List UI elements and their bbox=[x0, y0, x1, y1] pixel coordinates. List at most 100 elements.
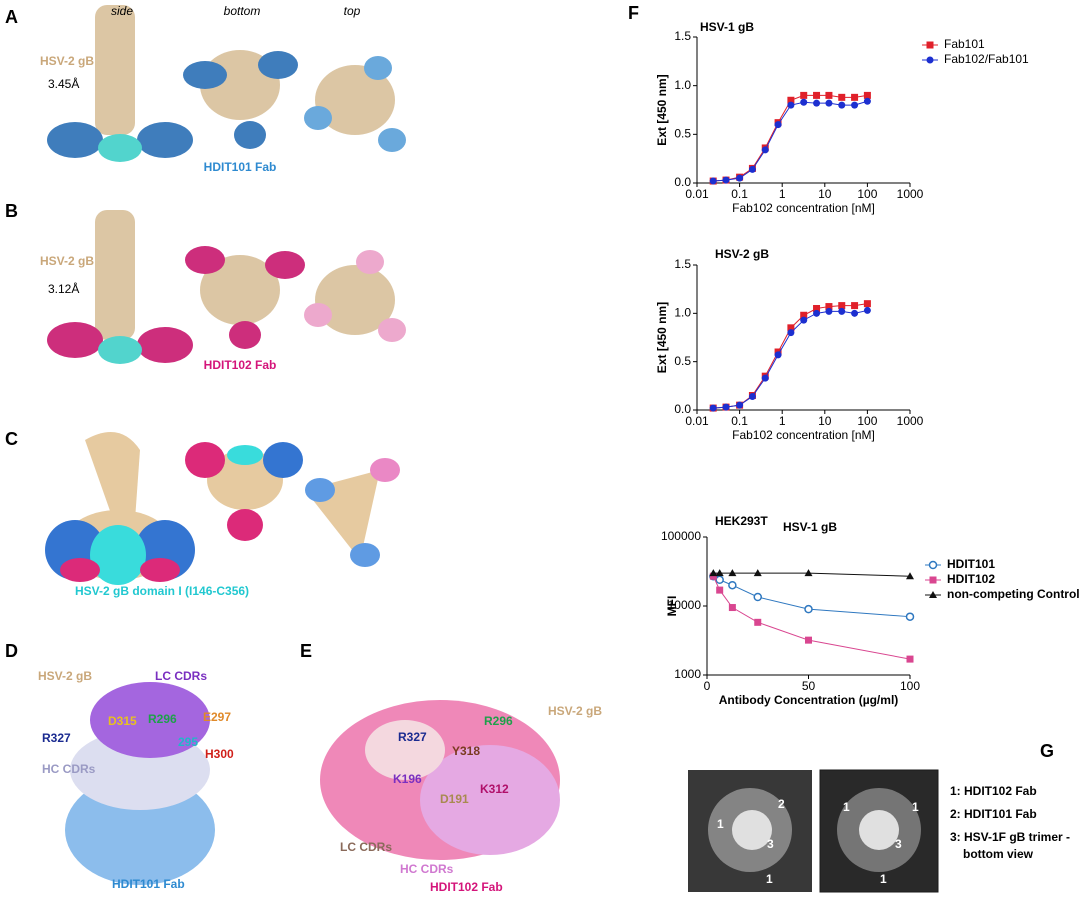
x-axis-label: Antibody Concentration (µg/ml) bbox=[719, 693, 899, 707]
marker bbox=[736, 401, 744, 409]
legend-text: 2: HDIT101 Fab bbox=[950, 807, 1037, 821]
panel-label: G bbox=[1040, 741, 1054, 761]
label: 2 bbox=[778, 797, 785, 811]
label: 3 bbox=[767, 837, 774, 851]
x-tick-label: 100 bbox=[857, 414, 877, 428]
view-label: bottom bbox=[224, 4, 261, 18]
x-tick-label: 1000 bbox=[897, 187, 924, 201]
y-tick-label: 1.0 bbox=[674, 78, 691, 92]
y-tick-label: 0.5 bbox=[674, 354, 691, 368]
marker bbox=[728, 569, 737, 577]
legend-text: Fab102/Fab101 bbox=[944, 52, 1029, 66]
y-tick-label: 0.0 bbox=[674, 175, 691, 189]
legend-marker bbox=[926, 41, 934, 49]
marker bbox=[863, 306, 871, 314]
label: K196 bbox=[393, 772, 422, 786]
structure-art bbox=[45, 5, 939, 893]
x-tick-label: 0.01 bbox=[685, 187, 709, 201]
label: HDIT102 Fab bbox=[430, 880, 503, 894]
x-tick-label: 0.1 bbox=[731, 187, 748, 201]
label: LC CDRs bbox=[155, 669, 207, 683]
marker bbox=[748, 392, 756, 400]
label: LC CDRs bbox=[340, 840, 392, 854]
label: D315 bbox=[108, 714, 137, 728]
y-tick-label: 1.0 bbox=[674, 306, 691, 320]
marker bbox=[728, 604, 736, 612]
panel-label: E bbox=[300, 641, 312, 661]
panel-label: B bbox=[5, 201, 18, 221]
x-tick-label: 100 bbox=[857, 187, 877, 201]
marker bbox=[906, 572, 914, 580]
marker bbox=[863, 300, 871, 308]
marker bbox=[709, 569, 718, 577]
marker bbox=[787, 101, 795, 109]
marker bbox=[736, 174, 744, 182]
marker bbox=[715, 575, 724, 585]
legend-marker bbox=[926, 56, 934, 64]
marker bbox=[813, 99, 821, 107]
x-tick-label: 10 bbox=[818, 414, 832, 428]
label: HC CDRs bbox=[400, 862, 454, 876]
label: 3.12Å bbox=[48, 281, 79, 296]
label: 1 bbox=[912, 800, 919, 814]
marker bbox=[716, 586, 724, 594]
legend-text: bottom view bbox=[963, 847, 1034, 861]
series-line bbox=[713, 100, 868, 182]
panel-label: C bbox=[5, 429, 18, 449]
label: R327 bbox=[42, 731, 71, 745]
x-axis-label: Fab102 concentration [nM] bbox=[732, 201, 875, 215]
marker bbox=[825, 307, 833, 315]
marker bbox=[804, 604, 813, 614]
panel-label: F bbox=[628, 3, 639, 23]
legend-marker bbox=[929, 576, 937, 584]
marker bbox=[851, 101, 859, 109]
label: HSV-2 gB bbox=[548, 704, 602, 718]
marker bbox=[753, 569, 762, 577]
marker bbox=[761, 374, 769, 382]
label: HDIT101 Fab bbox=[112, 877, 185, 891]
label: HSV-2 gB bbox=[38, 669, 92, 683]
marker bbox=[813, 91, 821, 99]
marker bbox=[728, 580, 737, 590]
marker bbox=[851, 309, 859, 317]
view-label: side bbox=[111, 4, 133, 18]
label: HSV-2 gB bbox=[40, 54, 94, 68]
label: HDIT102 Fab bbox=[204, 358, 277, 372]
marker bbox=[709, 572, 717, 580]
y-axis-label: Ext [450 nm] bbox=[655, 302, 669, 373]
legend-marker bbox=[928, 560, 938, 570]
y-tick-label: 1.5 bbox=[674, 257, 691, 271]
marker bbox=[800, 91, 808, 99]
marker bbox=[825, 91, 833, 99]
label: HSV-2 gB domain I (I146-C356) bbox=[75, 584, 249, 598]
marker bbox=[825, 303, 833, 311]
marker bbox=[804, 569, 813, 577]
y-axis-label: Ext [450 nm] bbox=[655, 74, 669, 145]
label: 295 bbox=[178, 735, 198, 749]
chart-title: HEK293T bbox=[715, 514, 768, 528]
marker bbox=[906, 655, 914, 663]
label: R296 bbox=[148, 712, 177, 726]
series-line bbox=[712, 576, 911, 660]
marker bbox=[838, 101, 846, 109]
label: H300 bbox=[205, 747, 234, 761]
marker bbox=[800, 311, 808, 319]
label: Y318 bbox=[452, 744, 480, 758]
y-tick-label: 10000 bbox=[668, 598, 702, 612]
x-tick-label: 1 bbox=[779, 187, 786, 201]
panel-label: A bbox=[5, 7, 18, 27]
label: HC CDRs bbox=[42, 762, 96, 776]
x-axis-label: Fab102 concentration [nM] bbox=[732, 428, 875, 442]
legend-marker bbox=[929, 591, 937, 598]
chart-subtitle: HSV-1 gB bbox=[783, 520, 837, 534]
marker bbox=[774, 121, 782, 129]
chart-title: HSV-1 gB bbox=[700, 20, 754, 34]
marker bbox=[851, 93, 859, 101]
legend-text: HDIT101 bbox=[947, 557, 995, 571]
label: HSV-2 gB bbox=[40, 254, 94, 268]
marker bbox=[800, 316, 808, 324]
marker bbox=[715, 569, 724, 577]
legend-text: 3: HSV-1F gB trimer - bbox=[950, 830, 1070, 844]
marker bbox=[787, 329, 795, 337]
